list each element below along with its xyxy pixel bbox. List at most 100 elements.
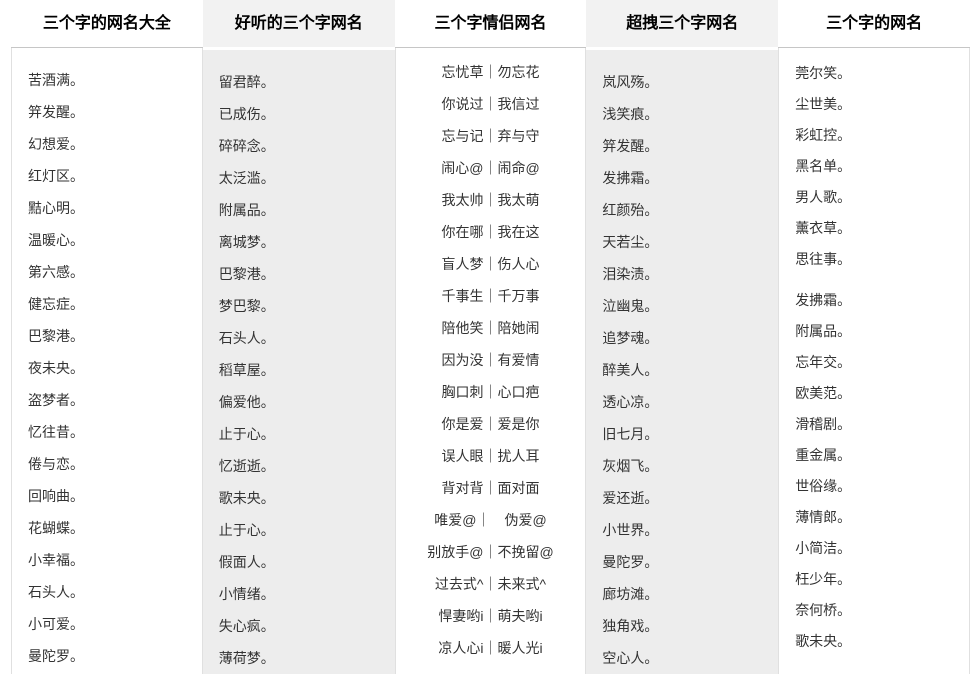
nickname-item: 欧美范。 xyxy=(795,385,852,401)
nickname-item: 小简洁。 xyxy=(795,540,852,556)
nickname-item: 泣幽鬼。 xyxy=(602,298,659,314)
nickname-item: 花蝴蝶。 xyxy=(28,520,84,536)
nickname-item: 廊坊滩。 xyxy=(602,586,659,602)
nickname-item: 发拂霜。 xyxy=(795,292,852,308)
nickname-item: 失心疯。 xyxy=(218,618,275,634)
nickname-item: 我太帅｜我太萌 xyxy=(441,192,540,208)
column-nickname-daquan: 三个字的网名大全 苦酒满。 笄发醒。 幻想爱。 红灯区。 黠心明。 温暖心。 第六感。 健忘症… xyxy=(11,0,203,674)
nickname-list: 忘忧草｜勿忘花 你说过｜我信过 忘与记｜弃与守 闹心@｜闹命@ 我太帅｜我太萌 你在哪｜我… xyxy=(396,48,586,664)
nickname-item: 倦与恋。 xyxy=(28,456,84,472)
column-title: 三个字的网名大全 xyxy=(11,0,203,48)
nickname-item: 小可爱。 xyxy=(28,616,84,632)
nickname-item: 假面人。 xyxy=(218,554,275,570)
nickname-item: 碎碎念。 xyxy=(218,138,275,154)
nickname-item: 红灯区。 xyxy=(28,168,84,184)
nickname-item: 已成伤。 xyxy=(218,106,275,122)
nickname-item: 独角戏。 xyxy=(602,618,659,634)
nickname-item: 忆往昔。 xyxy=(28,424,84,440)
nickname-item: 悍妻哟i｜萌夫哟i xyxy=(438,608,543,624)
nickname-item: 回响曲。 xyxy=(28,488,84,504)
nickname-item: 盗梦者。 xyxy=(28,392,84,408)
nickname-item: 忘忧草｜勿忘花 xyxy=(441,64,540,80)
nickname-list: 苦酒满。 笄发醒。 幻想爱。 红灯区。 黠心明。 温暖心。 第六感。 健忘症。 巴黎港。 夜未央。… xyxy=(12,48,202,672)
nickname-item: 夜未央。 xyxy=(28,360,84,376)
nickname-list: 莞尔笑。 尘世美。 彩虹控。 黑名单。 男人歌。 薰衣草。 思往事。 发拂霜。 附属品。 忘年交。… xyxy=(779,48,969,657)
column-title: 超拽三个字网名 xyxy=(586,0,779,48)
nickname-item: 笄发醒。 xyxy=(28,104,84,120)
column-body: 苦酒满。 笄发醒。 幻想爱。 红灯区。 黠心明。 温暖心。 第六感。 健忘症。 巴黎港。 夜未央。… xyxy=(11,48,203,674)
nickname-item: 巴黎港。 xyxy=(218,266,275,282)
nickname-item: 尘世美。 xyxy=(795,96,852,112)
nickname-list: 留君醉。 已成伤。 碎碎念。 太泛滥。 附属品。 离城梦。 巴黎港。 梦巴黎。 石头人。 稻草屋。… xyxy=(203,50,395,674)
nickname-item: 止于心。 xyxy=(218,522,275,538)
nickname-item: 黑名单。 xyxy=(795,158,852,174)
column-nickname-plain: 三个字的网名 莞尔笑。 尘世美。 彩虹控。 黑名单。 男人歌。 薰衣草。 思往事。 发拂霜。附… xyxy=(778,0,970,674)
nickname-item: 世俗缘。 xyxy=(795,478,852,494)
nickname-item: 歌未央。 xyxy=(218,490,275,506)
nickname-item: 止于心。 xyxy=(218,426,275,442)
column-chaozhuai-nicknames: 超拽三个字网名 岚风殇。 浅笑痕。 笄发醒。 发拂霜。 红颜殆。 天若尘。 泪染渍。 泣幽鬼。… xyxy=(586,0,779,674)
nickname-item: 凉人心i｜暖人光i xyxy=(438,640,543,656)
nickname-item: 留君醉。 xyxy=(218,74,275,90)
column-body: 岚风殇。 浅笑痕。 笄发醒。 发拂霜。 红颜殆。 天若尘。 泪染渍。 泣幽鬼。 追梦魂。 醉美人。… xyxy=(586,48,779,674)
column-body: 莞尔笑。 尘世美。 彩虹控。 黑名单。 男人歌。 薰衣草。 思往事。 发拂霜。 附属品。 忘年交。… xyxy=(778,48,970,674)
nickname-item: 你说过｜我信过 xyxy=(441,96,540,112)
nickname-item: 别放手@｜不挽留@ xyxy=(427,544,554,560)
nickname-item: 思往事。 xyxy=(795,251,852,267)
nickname-item: 闹心@｜闹命@ xyxy=(441,160,540,176)
nickname-item: 浅笑痕。 xyxy=(602,106,659,122)
nickname-item: 灰烟飞。 xyxy=(602,458,659,474)
nickname-list: 岚风殇。 浅笑痕。 笄发醒。 发拂霜。 红颜殆。 天若尘。 泪染渍。 泣幽鬼。 追梦魂。 醉美人。… xyxy=(586,50,778,674)
column-title: 好听的三个字网名 xyxy=(202,0,395,48)
nickname-item: 奈何桥。 xyxy=(795,602,852,618)
nickname-item: 枉少年。 xyxy=(795,571,852,587)
column-title: 三个字情侣网名 xyxy=(394,0,587,48)
nickname-item: 醉美人。 xyxy=(602,362,659,378)
nickname-item: 千事生｜千万事 xyxy=(441,288,540,304)
nickname-item: 小幸福。 xyxy=(28,552,84,568)
nickname-item: 笄发醒。 xyxy=(602,138,659,154)
nickname-item: 曼陀罗。 xyxy=(28,648,84,664)
nickname-item: 莞尔笑。 xyxy=(795,65,852,81)
nickname-item: 男人歌。 xyxy=(795,189,852,205)
nickname-item: 苦酒满。 xyxy=(28,72,84,88)
nickname-item: 薰衣草。 xyxy=(795,220,852,236)
nickname-item: 歌未央。 xyxy=(795,633,852,649)
nickname-item: 忆逝逝。 xyxy=(218,458,275,474)
nickname-item: 黠心明。 xyxy=(28,200,84,216)
nickname-item: 忘年交。 xyxy=(795,354,852,370)
nickname-item: 附属品。 xyxy=(218,202,275,218)
nickname-item: 唯爱@｜ 伪爱@ xyxy=(434,512,547,528)
nickname-item: 你是爱｜爱是你 xyxy=(441,416,540,432)
nickname-item: 胸口刺｜心口疤 xyxy=(441,384,540,400)
nickname-item: 岚风殇。 xyxy=(602,74,659,90)
nickname-item: 稻草屋。 xyxy=(218,362,275,378)
nickname-item: 爱还逝。 xyxy=(602,490,659,506)
nickname-item: 温暖心。 xyxy=(28,232,84,248)
nickname-item: 偏爱他。 xyxy=(218,394,275,410)
nickname-item: 发拂霜。 xyxy=(602,170,659,186)
nickname-item: 你在哪｜我在这 xyxy=(441,224,540,240)
nickname-item: 附属品。 xyxy=(795,323,852,339)
nickname-item: 透心凉。 xyxy=(602,394,659,410)
column-body: 忘忧草｜勿忘花 你说过｜我信过 忘与记｜弃与守 闹心@｜闹命@ 我太帅｜我太萌 你在哪｜我… xyxy=(394,48,587,674)
nickname-item: 离城梦。 xyxy=(218,234,275,250)
nickname-item: 石头人。 xyxy=(28,584,84,600)
nickname-item: 红颜殆。 xyxy=(602,202,659,218)
nickname-item: 背对背｜面对面 xyxy=(441,480,540,496)
nickname-item: 幻想爱。 xyxy=(28,136,84,152)
nickname-item: 滑稽剧。 xyxy=(795,416,852,432)
nickname-item: 小世界。 xyxy=(602,522,659,538)
column-haoting-nicknames: 好听的三个字网名 留君醉。 已成伤。 碎碎念。 太泛滥。 附属品。 离城梦。 巴黎港。 梦巴黎… xyxy=(202,0,395,674)
nickname-item: 空心人。 xyxy=(602,650,659,666)
nickname-item: 巴黎港。 xyxy=(28,328,84,344)
nickname-item: 陪他笑｜陪她闹 xyxy=(441,320,540,336)
column-couple-nicknames: 三个字情侣网名 忘忧草｜勿忘花 你说过｜我信过 忘与记｜弃与守 闹心@｜闹命@ 我太帅｜… xyxy=(394,0,587,674)
nickname-item: 追梦魂。 xyxy=(602,330,659,346)
column-body: 留君醉。 已成伤。 碎碎念。 太泛滥。 附属品。 离城梦。 巴黎港。 梦巴黎。 石头人。 稻草屋。… xyxy=(202,48,395,674)
nickname-item: 重金属。 xyxy=(795,447,852,463)
nickname-item: 泪染渍。 xyxy=(602,266,659,282)
nickname-item: 健忘症。 xyxy=(28,296,84,312)
nickname-item: 旧七月。 xyxy=(602,426,659,442)
nickname-item: 薄情郎。 xyxy=(795,509,852,525)
